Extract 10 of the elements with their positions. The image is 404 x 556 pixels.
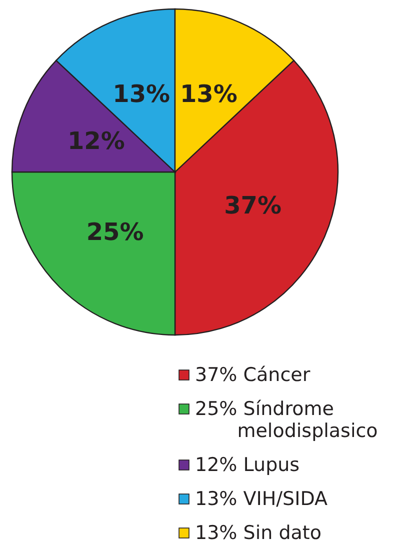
legend-label: 37% Cáncer xyxy=(195,364,310,386)
legend-label: 25% Síndrome melodisplasico xyxy=(195,398,378,442)
data-label: 25% xyxy=(86,218,144,246)
legend-label: 12% Lupus xyxy=(195,454,300,476)
data-label: 13% xyxy=(112,80,170,108)
data-label: 12% xyxy=(67,126,125,155)
legend-label: 13% VIH/SIDA xyxy=(195,488,328,510)
legend-label: 13% Sin dato xyxy=(195,522,322,544)
data-label: 37% xyxy=(224,192,282,220)
data-label: 13% xyxy=(180,80,238,108)
